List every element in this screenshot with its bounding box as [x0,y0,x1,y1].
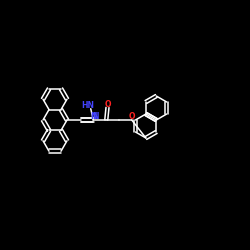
Text: N: N [92,112,98,121]
Text: HN: HN [82,101,95,110]
Text: N: N [90,112,97,121]
Text: O: O [129,112,136,121]
Text: O: O [104,100,111,109]
